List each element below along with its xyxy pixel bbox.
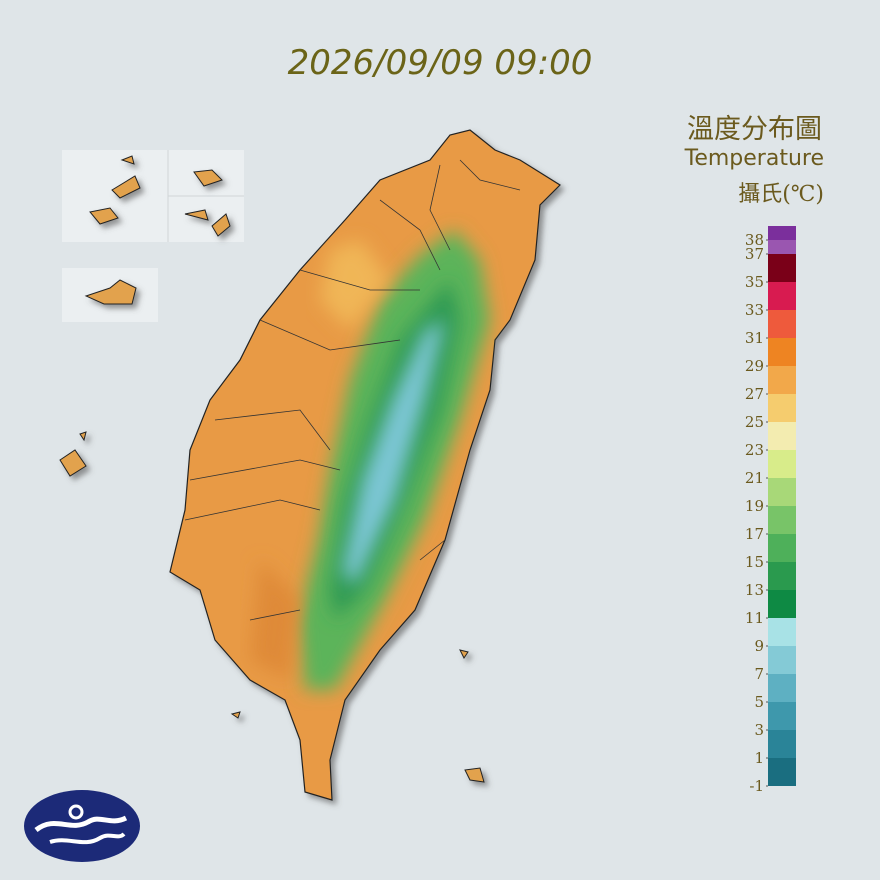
legend-color-band [768,730,796,758]
legend-tick-label: 35 [745,273,764,291]
legend-color-band [768,226,796,240]
legend-tick-label: 25 [745,413,764,431]
legend-tick-label: 19 [745,497,764,515]
legend-tick-label: 21 [745,469,764,487]
legend-color-band [768,422,796,450]
logo [24,790,140,862]
legend-color-band [768,254,796,282]
legend-tick-label: 7 [754,665,764,683]
legend-color-band [768,282,796,310]
legend-unit: 攝氏(℃) [738,182,824,207]
county-borders [184,159,521,621]
legend-tick-label: 11 [745,609,764,627]
legend-tick-label: 37 [745,245,764,263]
legend-tick-label: 9 [754,637,764,655]
terrain [250,230,490,690]
legend-tick-label: 27 [745,385,764,403]
legend-color-band [768,310,796,338]
legend-tick-label: 1 [754,749,764,767]
legend-title: 溫度分布圖 [687,114,822,145]
legend-tick-label: 33 [745,301,764,319]
legend-color-band [768,562,796,590]
legend-tick-label: 3 [754,721,764,739]
legend-tick-label: 31 [745,329,764,347]
legend-color-band [768,366,796,394]
legend-color-band [768,506,796,534]
map-title: 2026/09/09 09:00 [288,43,593,83]
islands [59,155,485,783]
legend-color-band [768,758,796,786]
legend-color-band [768,338,796,366]
legend-tick-label: -1 [749,777,764,795]
legend-tick-label: 17 [745,525,764,543]
legend-color-band [768,534,796,562]
legend-color-band [768,674,796,702]
legend-tick-label: 13 [745,581,764,599]
legend-subtitle: Temperature [684,146,824,171]
legend-tick-label: 15 [745,553,764,571]
legend-color-band [768,702,796,730]
legend-color-band [768,618,796,646]
legend-color-band [768,646,796,674]
legend-color-band [768,394,796,422]
legend-tick-label: 29 [745,357,764,375]
legend-color-band [768,240,796,254]
legend-tick-label: 5 [754,693,764,711]
legend-color-band [768,590,796,618]
legend-color-band [768,478,796,506]
legend-tick-label: 38 [745,231,764,249]
legend-tick-label: 23 [745,441,764,459]
legend-color-band [768,450,796,478]
